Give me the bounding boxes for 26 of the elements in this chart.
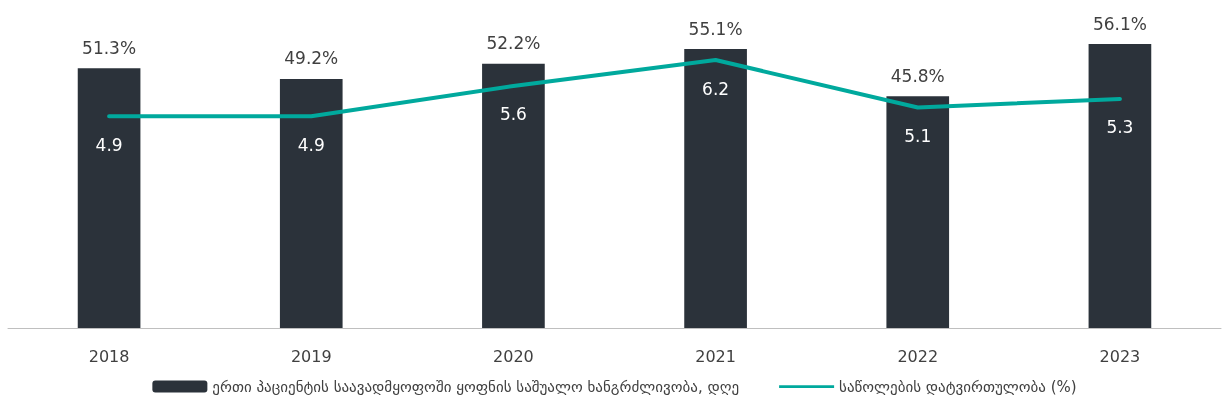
bar — [482, 63, 545, 328]
bar — [684, 49, 747, 328]
bar — [1088, 44, 1152, 328]
x-tick-label: 2023 — [1099, 346, 1141, 366]
x-tick-label: 2021 — [695, 346, 736, 366]
x-tick-label: 2018 — [88, 346, 130, 366]
data-label: 5.1 — [904, 126, 932, 147]
data-label: 51.3% — [82, 37, 137, 58]
data-label: 49.2% — [284, 48, 339, 69]
x-tick-label: 2019 — [290, 346, 332, 366]
legend-label: ერთი პაციენტის საავადმყოფოში ყოფნის საშუალო ხანგრძლივობა, დღე — [212, 377, 740, 396]
data-label: 6.2 — [702, 78, 730, 99]
data-label: 5.6 — [499, 104, 527, 125]
bar — [279, 78, 343, 328]
legend-label: საწოლების დატვირთულობა (%) — [839, 377, 1077, 396]
data-label: 4.9 — [297, 134, 325, 155]
data-label: 45.8% — [890, 65, 945, 86]
data-label: 5.3 — [1106, 117, 1134, 138]
data-label: 55.1% — [688, 18, 743, 39]
x-tick-label: 2022 — [897, 346, 939, 366]
x-tick-label: 2020 — [493, 346, 534, 366]
data-label: 56.1% — [1092, 13, 1147, 34]
bar — [886, 96, 950, 328]
data-label: 52.2% — [486, 33, 541, 54]
data-label: 4.9 — [95, 134, 123, 155]
bar — [77, 68, 141, 328]
